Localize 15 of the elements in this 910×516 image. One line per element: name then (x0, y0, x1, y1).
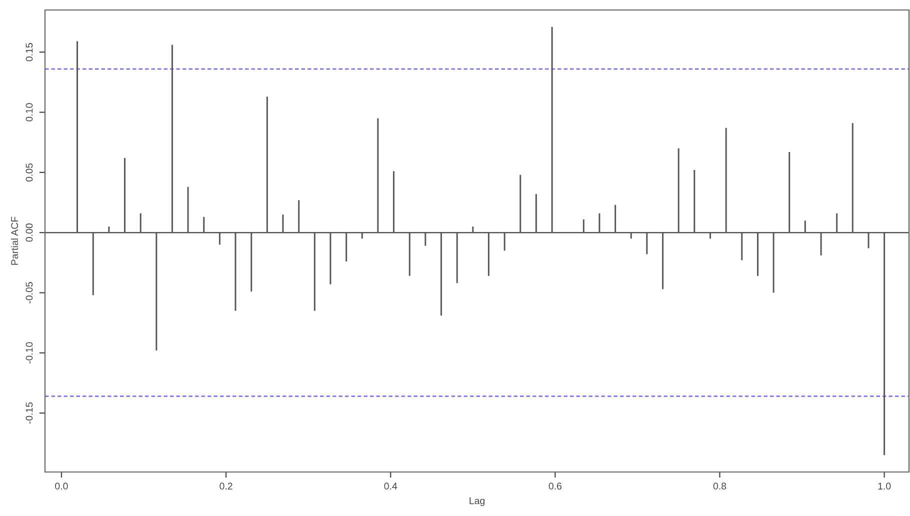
y-tick-label: 0.00 (26, 223, 33, 242)
y-tick-label: 0.15 (26, 43, 33, 62)
y-tick-label: -0.15 (26, 402, 33, 424)
y-tick-label: 0.05 (26, 163, 33, 182)
x-tick-label: 0.4 (384, 482, 398, 490)
x-axis-title: Lag (470, 497, 484, 506)
y-axis-title: Partial ACF (10, 216, 18, 265)
x-tick-label: 0.0 (55, 482, 68, 490)
y-tick-label: -0.10 (26, 342, 33, 364)
x-tick-label: 1.0 (878, 482, 891, 490)
x-tick-label: 0.2 (220, 482, 232, 490)
x-tick-label: 0.6 (548, 482, 562, 490)
y-tick-label: 0.10 (26, 103, 33, 122)
x-tick-label: 0.8 (713, 482, 726, 490)
y-tick-label: -0.05 (26, 282, 33, 304)
